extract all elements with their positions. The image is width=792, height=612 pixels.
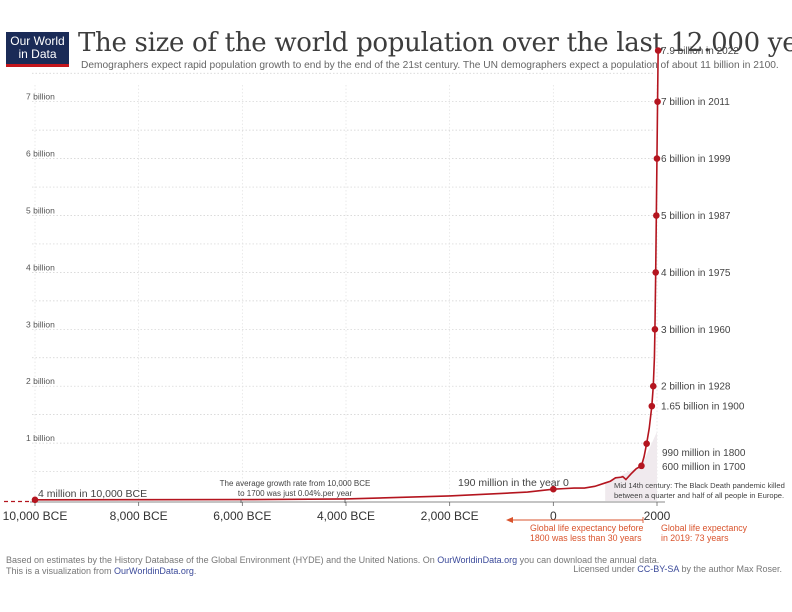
data-marker [31, 496, 39, 504]
footer-viz-text: This is a visualization from [6, 566, 115, 576]
footer-source-text: Based on estimates by the History Databa… [6, 555, 438, 565]
horizontal-gridlines [32, 72, 655, 472]
logo-line-2: in Data [18, 47, 57, 61]
marker-label: 3 billion in 1960 [661, 325, 731, 336]
data-marker [649, 382, 657, 390]
footer-viz-text-2: . [193, 566, 197, 576]
x-tick-label: 0 [550, 509, 557, 523]
y-axis-labels: 1 billion 2 billion 3 billion 4 billion 5 bi… [26, 92, 55, 443]
y-tick-label: 6 billion [26, 149, 55, 159]
owid-logo[interactable]: Our World in Data [6, 32, 69, 67]
population-line [34, 50, 659, 501]
chart-title: The size of the world population over th… [78, 28, 792, 58]
marker-labels: 4 million in 10,000 BCE 190 million in th… [38, 46, 746, 500]
footer-source: Based on estimates by the History Databa… [6, 555, 659, 565]
license-link[interactable]: CC-BY-SA [637, 564, 679, 574]
data-marker [643, 440, 650, 447]
data-marker [653, 212, 660, 219]
marker-label: 600 million in 1700 [662, 462, 746, 473]
data-marker [648, 402, 656, 410]
growth-rate-note-line1: The average growth rate from 10,000 BCE [220, 479, 371, 488]
data-marker [638, 462, 645, 470]
footer-visualization: This is a visualization from OurWorldinD… [6, 566, 196, 576]
data-marker [654, 98, 661, 105]
x-tick-label: 8,000 BCE [110, 509, 168, 523]
footer-owid-link-1[interactable]: OurWorldinData.org [437, 555, 518, 565]
y-tick-label: 4 billion [26, 262, 55, 272]
black-death-note-line2: between a quarter and half of all people… [614, 491, 784, 500]
data-marker [651, 326, 659, 333]
x-tick-label: 2,000 BCE [421, 509, 479, 523]
marker-label: 5 billion in 1987 [661, 211, 731, 222]
marker-label: 990 million in 1800 [662, 448, 746, 459]
logo-line-1: Our World [10, 34, 65, 48]
license-author: by the author Max Roser. [678, 564, 782, 574]
marker-label: 1.65 billion in 1900 [661, 402, 745, 413]
growth-rate-note-line2: to 1700 was just 0.04%.per year [238, 489, 353, 498]
y-tick-label: 3 billion [26, 319, 55, 329]
life-expectancy-before-line1: Global life expectancy before [530, 523, 644, 533]
modern-era-shade [605, 431, 657, 501]
marker-label: 4 million in 10,000 BCE [38, 488, 147, 500]
x-axis-labels: 10,000 BCE 8,000 BCE 6,000 BCE 4,000 BCE 2,0… [3, 509, 671, 523]
life-expectancy-2019-line2: in 2019: 73 years [661, 533, 729, 543]
marker-label: 6 billion in 1999 [661, 154, 731, 165]
marker-label: 2 billion in 1928 [661, 382, 731, 393]
license-text: Licensed under [573, 564, 638, 574]
chart-subtitle: Demographers expect rapid population gro… [81, 60, 779, 71]
marker-label: 4 billion in 1975 [661, 268, 731, 279]
vertical-gridlines [34, 85, 658, 500]
data-marker [550, 485, 557, 493]
y-tick-label: 2 billion [26, 376, 55, 386]
x-tick-label: 4,000 BCE [317, 509, 375, 523]
x-tick-label: 6,000 BCE [213, 509, 271, 523]
data-marker [654, 47, 662, 54]
footer-license: Licensed under CC-BY-SA by the author Ma… [573, 564, 782, 574]
y-tick-label: 5 billion [26, 206, 55, 216]
footer-source-text-2: you can download the annual data. [517, 555, 660, 565]
black-death-note-line1: Mid 14th century: The Black Death pandem… [614, 481, 785, 490]
x-axis-ticks [34, 502, 658, 506]
life-expectancy-arrow-head [506, 517, 513, 523]
x-tick-label: 10,000 BCE [3, 509, 68, 523]
marker-label: 190 million in the year 0 [458, 477, 569, 489]
y-tick-label: 1 billion [26, 433, 55, 443]
marker-label: 7.9 billion in 2022 [661, 46, 739, 57]
life-expectancy-2019-line1: Global life expectancy [661, 523, 748, 533]
footer-owid-link-2[interactable]: OurWorldinData.org [114, 566, 194, 576]
y-tick-label: 7 billion [26, 92, 55, 102]
life-expectancy-before-line2: 1800 was less than 30 years [530, 533, 642, 543]
x-tick-label: 2000 [644, 509, 671, 523]
marker-label: 7 billion in 2011 [661, 97, 730, 108]
data-marker [653, 155, 661, 162]
data-markers [31, 47, 662, 504]
data-marker [652, 269, 660, 276]
